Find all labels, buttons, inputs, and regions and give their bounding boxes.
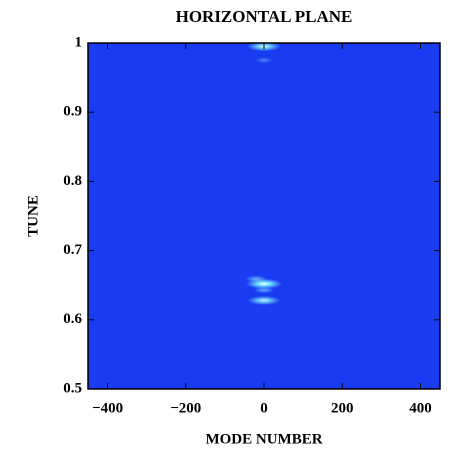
y-tick-label: 0.5 [63,380,82,396]
heatmap-background [88,43,440,389]
y-tick-label: 0.6 [63,311,82,327]
heatmap-peak [255,57,273,64]
heatmap-peak [253,286,275,294]
heatmap-peak [246,278,282,289]
x-tick-label: −200 [170,400,201,416]
y-tick-label: 0.8 [63,173,82,189]
y-tick-label: 0.7 [63,242,82,258]
x-tick-label: 200 [331,400,354,416]
x-tick-label: 0 [260,400,268,416]
y-axis-label: TUNE [25,195,41,237]
x-axis-label: MODE NUMBER [205,431,322,447]
y-tick-label: 0.9 [63,104,82,120]
x-tick-label: −400 [92,400,123,416]
heatmap-peak [248,295,280,305]
y-tick-label: 1 [75,34,83,50]
x-tick-label: 400 [409,400,432,416]
chart-title: HORIZONTAL PLANE [176,7,353,26]
